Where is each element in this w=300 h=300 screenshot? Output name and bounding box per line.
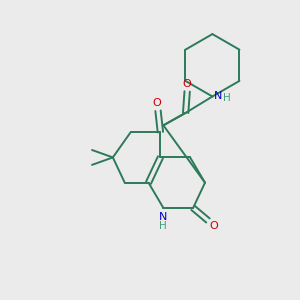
Text: O: O	[152, 98, 161, 108]
Text: N: N	[159, 212, 167, 222]
Text: O: O	[209, 221, 218, 231]
Text: O: O	[182, 79, 191, 89]
Text: N: N	[214, 91, 222, 101]
Text: H: H	[159, 221, 167, 231]
Text: H: H	[224, 93, 231, 103]
